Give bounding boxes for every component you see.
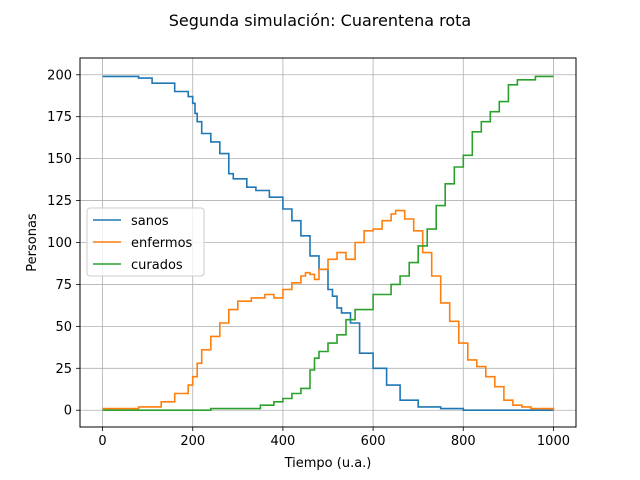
- chart-title: Segunda simulación: Cuarentena rota: [169, 11, 471, 30]
- y-tick-label: 125: [47, 194, 72, 209]
- x-tick-label: 600: [361, 434, 386, 449]
- y-tick-label: 150: [47, 152, 72, 167]
- x-tick-label: 200: [180, 434, 205, 449]
- series-line-curados: [102, 75, 554, 411]
- legend: sanos enfermos curados: [86, 207, 205, 277]
- y-tick-label: 75: [55, 278, 72, 293]
- legend-label-curados: curados: [131, 258, 183, 273]
- legend-label-sanos: sanos: [131, 214, 169, 229]
- tick-layer: 0 200 400 600 800 1000 0 25 50 75 100 125 150 175 200: [47, 68, 570, 449]
- x-tick-label: 0: [98, 434, 106, 449]
- x-tick-label: 1000: [537, 434, 570, 449]
- y-axis-label: Personas: [25, 213, 40, 272]
- series-line-sanos: [102, 75, 554, 411]
- x-axis-label: Tiempo (u.a.): [284, 456, 372, 471]
- y-tick-label: 0: [64, 404, 72, 419]
- x-tick-label: 400: [270, 434, 295, 449]
- y-tick-label: 25: [55, 362, 72, 377]
- series-line-enfermos: [102, 209, 555, 411]
- x-tick-label: 800: [451, 434, 476, 449]
- y-tick-label: 175: [47, 110, 72, 125]
- y-tick-label: 200: [47, 68, 72, 83]
- y-tick-label: 100: [47, 236, 72, 251]
- legend-label-enfermos: enfermos: [131, 236, 193, 251]
- series-layer: [102, 75, 555, 411]
- legend-box: [86, 207, 205, 277]
- y-tick-label: 50: [55, 320, 72, 335]
